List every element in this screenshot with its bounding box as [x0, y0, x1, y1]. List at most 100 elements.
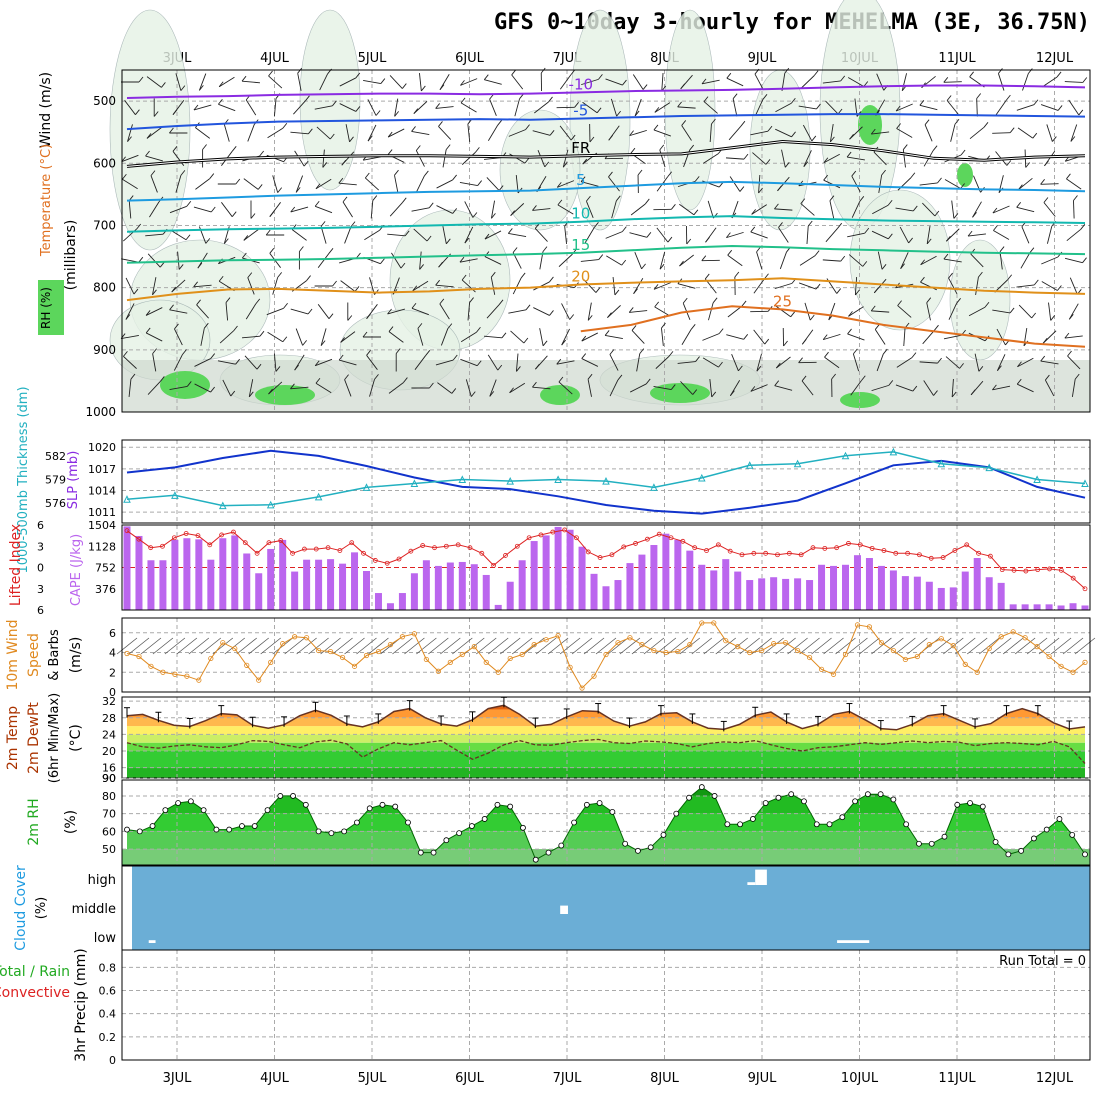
- wind-barb: [993, 230, 1010, 240]
- wind-barb: [508, 309, 527, 314]
- wind-barb-flag: [778, 222, 783, 228]
- wind-barb: [532, 130, 551, 136]
- wind-barb-flag: [290, 206, 296, 213]
- wind-barb: [976, 98, 978, 117]
- wind-barb-flag: [726, 72, 732, 79]
- cloud-block: [755, 869, 767, 885]
- wind-barb: [715, 637, 736, 655]
- wind-speed-point: [663, 649, 669, 656]
- wind-barb: [438, 126, 452, 140]
- wind-barb: [268, 381, 283, 395]
- wind-barb: [799, 637, 820, 655]
- wind-barb: [194, 383, 211, 393]
- cape-bar: [638, 554, 646, 610]
- temperature-contour: [126, 113, 1086, 131]
- wind-barb-flag: [464, 237, 470, 244]
- wind-barb-flag: [978, 271, 983, 278]
- wind-barb-flag: [372, 195, 378, 201]
- wind-frame: [121, 617, 1091, 693]
- wind-barb-flag: [621, 226, 627, 232]
- cloud-block: [837, 940, 870, 943]
- wind-barb: [945, 356, 960, 369]
- wind-barb: [486, 304, 500, 319]
- wind-barb: [1070, 124, 1078, 142]
- thickness-point: [841, 451, 850, 460]
- wind-speed-point: [579, 685, 585, 691]
- wind-barb-flag: [998, 68, 1003, 74]
- wind-barb-flag: [581, 353, 587, 359]
- wind-barb-flag: [268, 388, 273, 395]
- thickness-line: [126, 451, 1086, 507]
- lifted-point: [751, 550, 757, 556]
- thickness-point: [697, 473, 706, 482]
- rh-point: [277, 793, 284, 799]
- wind-speed-point: [124, 650, 130, 657]
- wind-speed-point: [890, 647, 897, 654]
- wind-barb-flag: [476, 326, 481, 333]
- wind-barb: [509, 382, 526, 394]
- rh-point: [136, 828, 143, 835]
- wind-barb-flag: [587, 373, 593, 380]
- wind-barb-flag: [587, 315, 593, 321]
- wind-barb-flag: [993, 225, 998, 231]
- wind-barb-flag: [711, 391, 717, 398]
- day-label-bottom: 12JUL: [1036, 1071, 1074, 1086]
- wind-barb-flag: [1017, 361, 1022, 368]
- wind-barb-flag: [937, 357, 942, 364]
- wind-speed-point: [555, 633, 561, 639]
- wind-speed-point: [1022, 635, 1028, 641]
- wind-barb-flag: [218, 98, 223, 105]
- wind-barb-flag: [948, 272, 953, 279]
- rh-point: [507, 803, 514, 810]
- wind-barb-flag: [438, 261, 443, 268]
- wind-speed-point: [411, 631, 417, 637]
- wind10-speed-label: Speed: [26, 633, 42, 677]
- wind-barb-flag: [969, 71, 974, 78]
- wind-barb-flag: [306, 275, 311, 281]
- wind-barb: [822, 259, 841, 262]
- wind-barb: [1068, 99, 1080, 116]
- wind-tick: 4: [109, 647, 116, 660]
- cape-bar: [865, 558, 873, 610]
- wind-barb: [581, 78, 599, 86]
- wind-barb-flag: [355, 72, 361, 79]
- wind-barb: [416, 637, 437, 655]
- wind-barb: [322, 149, 325, 168]
- wind-barb: [1040, 104, 1059, 111]
- wind-barb-flag: [943, 253, 949, 260]
- wind-barb-flag: [294, 364, 299, 371]
- wind-barb-flag: [235, 358, 240, 365]
- rh-tick: 80: [102, 790, 116, 803]
- wind-barb: [1014, 637, 1036, 655]
- wind-barb: [515, 353, 519, 372]
- contour-label: 15: [571, 236, 590, 254]
- cape-bar: [590, 573, 598, 610]
- wind-barb-flag: [586, 195, 591, 202]
- temp-band: [127, 767, 1085, 778]
- wind-barb: [775, 102, 792, 113]
- wind-speed-point: [699, 620, 705, 626]
- rh-point: [200, 807, 207, 814]
- wind-speed-point: [387, 642, 394, 648]
- wind-barb-flag: [595, 287, 601, 293]
- lifted-point: [715, 542, 721, 548]
- rh-point: [762, 800, 769, 806]
- cape-bar: [267, 548, 275, 610]
- wind-barb: [610, 98, 618, 117]
- rh-band: [127, 787, 1085, 796]
- wind-barb: [629, 129, 647, 137]
- rh-point: [877, 791, 884, 798]
- cape-bar: [374, 593, 382, 610]
- wind-barb-flag: [629, 130, 634, 136]
- wind-barb-flag: [387, 149, 393, 155]
- rh-point: [979, 803, 986, 810]
- wind-barb: [145, 307, 163, 316]
- wind-barb-flag: [897, 300, 902, 306]
- wind-barb: [419, 73, 422, 91]
- wind-barb: [294, 150, 305, 167]
- wind-barb-flag: [718, 361, 723, 368]
- wind-barb: [442, 226, 447, 244]
- wind-barb-flag: [614, 289, 620, 296]
- rh-point: [226, 826, 233, 833]
- wind-barb: [339, 359, 357, 366]
